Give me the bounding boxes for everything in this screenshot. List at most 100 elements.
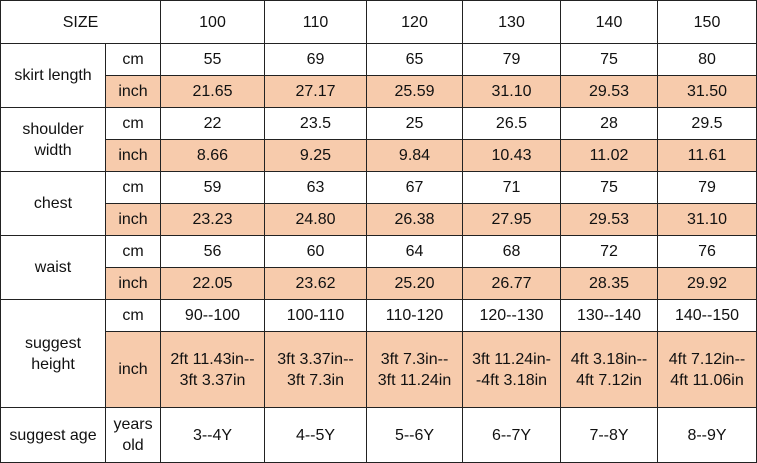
value-cell: 25 <box>366 107 463 140</box>
value-cell: 6--7Y <box>462 407 561 463</box>
value-cell: 26.5 <box>462 107 561 140</box>
header-row: SIZE 100 110 120 130 140 150 <box>0 0 757 44</box>
value-cell: 28 <box>560 107 658 140</box>
value-cell: 5--6Y <box>366 407 463 463</box>
value-line: 4ft 7.12in <box>576 371 642 389</box>
value-cell: 3--4Y <box>160 407 265 463</box>
measure-row: skirt length cm 55 69 65 79 75 80 <box>0 43 757 108</box>
unit: inch <box>105 203 161 236</box>
value-cell: 72 <box>560 235 658 268</box>
value-cell: 8.66 <box>160 139 265 172</box>
value-cell: 75 <box>560 43 658 76</box>
value-cell: 11.02 <box>560 139 658 172</box>
value-line: 3ft 11.24in- <box>472 350 551 368</box>
group-name: skirt length <box>0 43 106 108</box>
value-cell: 22.05 <box>160 267 265 300</box>
measure-row: inch 2ft 11.43in-- 3ft 3.37in 3ft 3.37in-- 3… <box>1 331 757 408</box>
value-line: 3ft 3.37in-- <box>277 350 354 368</box>
value-cell: 4ft 7.12in-- 4ft 11.06in <box>657 331 757 408</box>
value-cell: 75 <box>560 171 658 204</box>
unit: inch <box>105 75 161 108</box>
measure-row: inch 21.65 27.17 25.59 31.10 29.53 31.50 <box>1 75 757 108</box>
value-cell: 79 <box>657 171 757 204</box>
unit: years old <box>105 407 161 463</box>
group-name: waist <box>0 235 106 300</box>
value-cell: 9.84 <box>366 139 463 172</box>
value-cell: 3ft 3.37in-- 3ft 7.3in <box>264 331 367 408</box>
value-cell: 23.62 <box>264 267 367 300</box>
value-cell: 31.10 <box>657 203 757 236</box>
value-cell: 11.61 <box>657 139 757 172</box>
value-cell: 26.77 <box>462 267 561 300</box>
group-name: shoulder width <box>0 107 106 172</box>
size-header: 120 <box>366 0 463 44</box>
value-cell: 7--8Y <box>560 407 658 463</box>
value-cell: 27.95 <box>462 203 561 236</box>
value-cell: 23.5 <box>264 107 367 140</box>
value-line: 3ft 3.37in <box>179 371 246 389</box>
unit: inch <box>105 331 161 408</box>
value-line: 3ft 11.24in <box>377 371 452 389</box>
value-cell: 59 <box>160 171 265 204</box>
value-cell: 120--130 <box>462 299 561 332</box>
measure-row: waist cm 56 60 64 68 72 76 <box>0 235 757 300</box>
value-cell: 69 <box>264 43 367 76</box>
value-cell: 90--100 <box>160 299 265 332</box>
value-line: 4ft 11.06in <box>670 371 744 389</box>
size-header: 100 <box>160 0 265 44</box>
value-cell: 56 <box>160 235 265 268</box>
value-cell: 3ft 11.24in- -4ft 3.18in <box>462 331 561 408</box>
value-cell: 63 <box>264 171 367 204</box>
value-cell: 140--150 <box>657 299 757 332</box>
group-name: suggest height <box>0 299 106 408</box>
value-cell: 9.25 <box>264 139 367 172</box>
value-cell: 71 <box>462 171 561 204</box>
value-line: 4ft 7.12in-- <box>668 350 746 368</box>
value-cell: 23.23 <box>160 203 265 236</box>
unit: inch <box>105 267 161 300</box>
value-cell: 80 <box>657 43 757 76</box>
value-cell: 29.92 <box>657 267 757 300</box>
value-cell: 64 <box>366 235 463 268</box>
measure-row: suggest height cm 90--100 100-110 110-120 120… <box>0 299 757 408</box>
value-cell: 67 <box>366 171 463 204</box>
value-cell: 8--9Y <box>657 407 757 463</box>
unit: inch <box>105 139 161 172</box>
value-cell: 60 <box>264 235 367 268</box>
value-cell: 25.20 <box>366 267 463 300</box>
value-line: 3ft 7.3in-- <box>380 350 449 368</box>
measure-row: suggest age years old 3--4Y 4--5Y 5--6Y 6--7Y… <box>0 407 757 463</box>
value-cell: 29.53 <box>560 203 658 236</box>
value-line: -4ft 3.18in <box>475 371 548 389</box>
value-line: 4ft 3.18in-- <box>570 350 648 368</box>
group-name: chest <box>0 171 106 236</box>
value-cell: 31.50 <box>657 75 757 108</box>
value-cell: 130--140 <box>560 299 658 332</box>
value-cell: 76 <box>657 235 757 268</box>
value-cell: 4--5Y <box>264 407 367 463</box>
value-cell: 29.53 <box>560 75 658 108</box>
value-cell: 31.10 <box>462 75 561 108</box>
unit: cm <box>105 299 161 332</box>
value-cell: 100-110 <box>264 299 367 332</box>
value-cell: 3ft 7.3in-- 3ft 11.24in <box>366 331 463 408</box>
value-cell: 24.80 <box>264 203 367 236</box>
unit: cm <box>105 235 161 268</box>
size-label: SIZE <box>0 0 161 44</box>
value-cell: 2ft 11.43in-- 3ft 3.37in <box>160 331 265 408</box>
group-name: suggest age <box>0 407 106 463</box>
measure-row: inch 22.05 23.62 25.20 26.77 28.35 29.92 <box>1 267 757 300</box>
value-cell: 25.59 <box>366 75 463 108</box>
value-cell: 68 <box>462 235 561 268</box>
measure-row: inch 8.66 9.25 9.84 10.43 11.02 11.61 <box>1 139 757 172</box>
value-cell: 28.35 <box>560 267 658 300</box>
measure-row: chest cm 59 63 67 71 75 79 <box>0 171 757 236</box>
value-cell: 10.43 <box>462 139 561 172</box>
size-header: 150 <box>657 0 757 44</box>
measure-row: inch 23.23 24.80 26.38 27.95 29.53 31.10 <box>1 203 757 236</box>
unit: cm <box>105 171 161 204</box>
value-line: 3ft 7.3in <box>287 371 344 389</box>
